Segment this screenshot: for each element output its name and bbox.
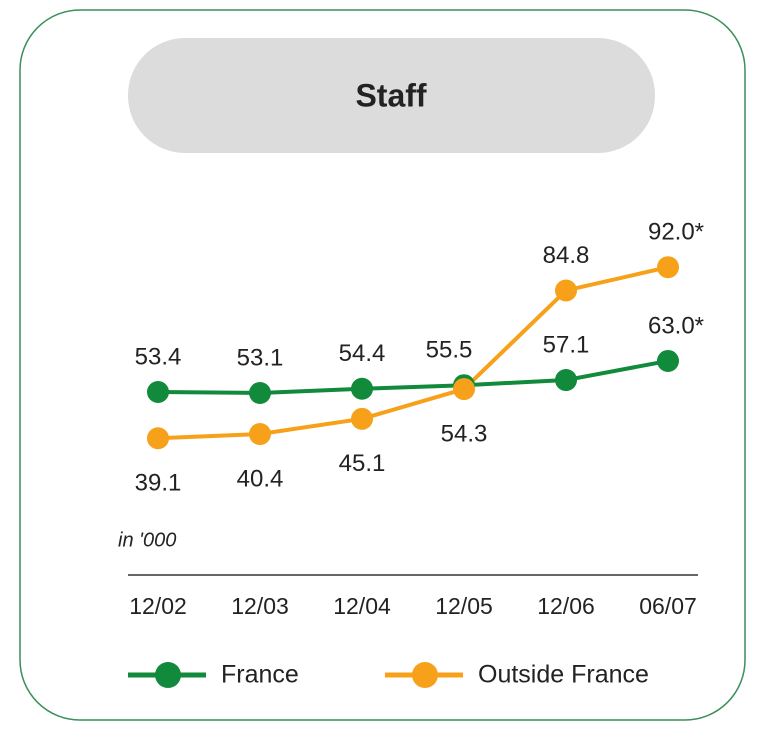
value-label: 54.3 [441, 420, 488, 447]
value-label: 54.4 [339, 340, 386, 367]
point [147, 427, 169, 450]
unit-label: in '000 [118, 529, 176, 551]
value-label: 63.0* [648, 312, 704, 339]
legend-label: Outside France [478, 661, 649, 689]
chart-title: Staff [355, 77, 426, 113]
point [657, 256, 679, 279]
value-label: 45.1 [339, 450, 386, 477]
legend-label: France [221, 661, 299, 689]
point [249, 423, 271, 446]
point [657, 349, 679, 372]
card [19, 9, 746, 721]
point [555, 279, 577, 302]
value-label: 53.4 [135, 343, 182, 370]
point [351, 377, 373, 400]
value-label: 92.0* [648, 219, 704, 246]
legend-marker [412, 662, 438, 688]
point [555, 369, 577, 392]
point [147, 381, 169, 404]
point [453, 378, 475, 401]
point [249, 381, 271, 404]
value-label: 39.1 [135, 470, 182, 497]
series-line [157, 265, 669, 441]
value-label: 40.4 [237, 465, 284, 492]
x-tick-label: 12/03 [231, 593, 289, 619]
value-label: 84.8 [543, 242, 590, 269]
legend-marker [155, 662, 181, 688]
value-label: 57.1 [543, 331, 590, 358]
title-pill [128, 38, 655, 153]
x-tick-label: 12/06 [537, 593, 595, 619]
value-label: 53.1 [237, 344, 284, 371]
x-tick-label: 06/07 [639, 593, 697, 619]
series-line [157, 359, 669, 395]
x-tick-label: 12/02 [129, 593, 187, 619]
point [351, 407, 373, 430]
x-tick-label: 12/05 [435, 593, 493, 619]
x-tick-label: 12/04 [333, 593, 391, 619]
value-label: 55.5 [426, 337, 473, 364]
